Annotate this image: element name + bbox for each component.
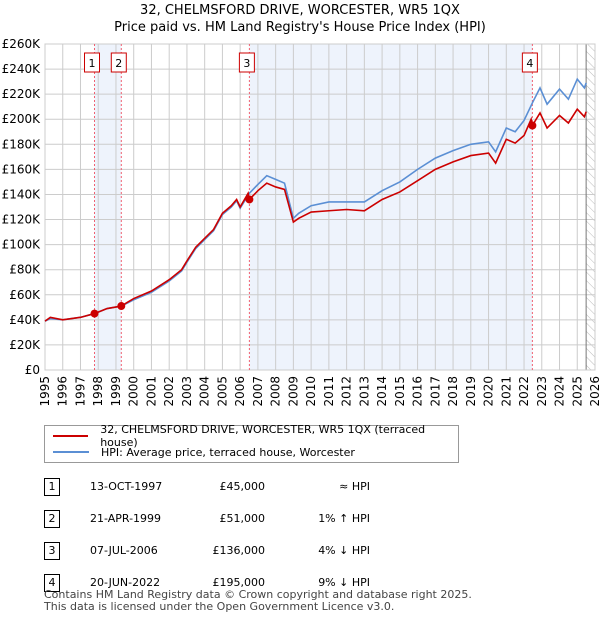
y-tick-label: £220K xyxy=(2,87,42,101)
y-tick-label: £60K xyxy=(9,288,41,302)
shaded-period xyxy=(94,44,122,370)
legend-swatch-hpi xyxy=(53,451,89,453)
sale-date: 07-JUL-2006 xyxy=(90,544,158,557)
x-tick-label: 2008 xyxy=(269,376,283,407)
x-tick-label: 1996 xyxy=(56,376,70,407)
sale-date: 20-JUN-2022 xyxy=(90,576,161,589)
x-tick-label: 1999 xyxy=(109,376,123,407)
price-chart: 1995 1996 1997 1998 1999 2000 2001 2002 2003 2004… xyxy=(2,37,600,407)
sale-label-number: 1 xyxy=(89,57,96,70)
sale-number: 2 xyxy=(44,510,60,528)
y-tick-label: £40K xyxy=(9,313,41,327)
sales-table-row: 3 07-JUL-2006 £136,000 4% ↓ HPI xyxy=(0,542,600,562)
x-tick-label: 2010 xyxy=(304,376,318,407)
plot-frame xyxy=(44,43,596,371)
sale-hpi-relation: 4% ↓ HPI xyxy=(318,544,370,557)
y-tick-label: £140K xyxy=(2,187,42,201)
sale-price: £136,000 xyxy=(212,544,266,557)
legend-label-price: 32, CHELMSFORD DRIVE, WORCESTER, WR5 1QX… xyxy=(100,423,426,449)
sales-table-row: 1 13-OCT-1997 £45,000 ≈ HPI xyxy=(0,478,600,498)
chart-title: 32, CHELMSFORD DRIVE, WORCESTER, WR5 1QX xyxy=(140,3,460,18)
y-tick-label: £260K xyxy=(2,37,42,51)
x-tick-label: 2025 xyxy=(570,376,584,407)
sale-date: 21-APR-1999 xyxy=(90,512,162,525)
x-tick-label: 2024 xyxy=(553,376,567,407)
y-tick-label: £200K xyxy=(2,112,42,126)
y-tick-label: £100K xyxy=(2,238,42,252)
x-tick-label: 2011 xyxy=(322,376,336,407)
x-tick-label: 1997 xyxy=(73,376,87,407)
x-tick-label: 2021 xyxy=(499,376,513,407)
x-tick-label: 2023 xyxy=(535,376,549,407)
sale-hpi-relation: ≈ HPI xyxy=(339,480,370,493)
legend-label-hpi: HPI: Average price, terraced house, Worc… xyxy=(101,445,355,459)
legend: 32, CHELMSFORD DRIVE, WORCESTER, WR5 1QX… xyxy=(44,423,459,463)
x-tick-label: 2000 xyxy=(127,376,141,407)
future-hatch xyxy=(586,44,595,370)
legend-item-hpi: HPI: Average price, terraced house, Worc… xyxy=(53,444,355,460)
x-tick-label: 1998 xyxy=(91,376,105,407)
sales-table-row: 2 21-APR-1999 £51,000 1% ↑ HPI xyxy=(0,510,600,530)
x-tick-label: 2005 xyxy=(215,376,229,407)
x-tick-label: 2019 xyxy=(464,376,478,407)
x-tick-label: 2020 xyxy=(482,376,496,407)
sale-number: 1 xyxy=(44,478,60,496)
footer: Contains HM Land Registry data © Crown c… xyxy=(44,589,472,613)
x-tick-label: 2014 xyxy=(375,376,389,407)
x-tick-label: 2004 xyxy=(198,376,212,407)
sale-date: 13-OCT-1997 xyxy=(90,480,163,493)
sale-price: £45,000 xyxy=(219,480,266,493)
x-tick-label: 2007 xyxy=(251,376,265,407)
sale-point xyxy=(90,309,99,318)
sale-label-box xyxy=(238,52,255,73)
x-tick-label: 2003 xyxy=(180,376,194,407)
x-tick-label: 2009 xyxy=(286,376,300,407)
legend-swatch-price xyxy=(53,435,89,437)
sale-label-number: 2 xyxy=(115,57,122,70)
sale-price: £195,000 xyxy=(212,576,266,589)
sale-label-box xyxy=(84,52,100,73)
sale-price: £51,000 xyxy=(219,512,266,525)
y-tick-label: £120K xyxy=(2,213,42,227)
sale-label-box xyxy=(110,52,127,73)
x-tick-label: 2018 xyxy=(446,376,460,407)
x-tick-label: 2022 xyxy=(517,376,531,407)
y-tick-label: £160K xyxy=(2,162,42,176)
x-tick-label: 2015 xyxy=(393,376,407,407)
x-tick-label: 2001 xyxy=(144,376,158,407)
chart-subtitle: Price paid vs. HM Land Registry's House … xyxy=(114,20,486,35)
y-tick-label: £180K xyxy=(2,137,42,151)
x-tick-label: 2017 xyxy=(428,376,442,407)
sale-number: 3 xyxy=(44,542,60,560)
sale-point xyxy=(117,302,126,311)
sale-point xyxy=(528,121,537,130)
x-tick-label: 2016 xyxy=(411,376,425,407)
hpi-line xyxy=(44,77,587,322)
sale-point xyxy=(245,195,254,204)
sale-number: 4 xyxy=(44,574,60,592)
x-tick-label: 2026 xyxy=(588,376,600,407)
sale-label-number: 3 xyxy=(243,57,250,70)
footer-copyright: Contains HM Land Registry data © Crown c… xyxy=(44,588,472,601)
sale-label-number: 4 xyxy=(526,57,533,70)
shaded-period xyxy=(249,44,533,370)
footer-licence: This data is licensed under the Open Gov… xyxy=(44,600,395,613)
sale-label-box xyxy=(521,52,538,73)
x-tick-label: 2002 xyxy=(162,376,176,407)
y-tick-label: £0 xyxy=(25,363,40,377)
x-tick-label: 1995 xyxy=(38,376,52,407)
sale-hpi-relation: 9% ↓ HPI xyxy=(318,576,370,589)
sales-table-row: 4 20-JUN-2022 £195,000 9% ↓ HPI xyxy=(0,574,600,594)
x-tick-label: 2006 xyxy=(233,376,247,407)
legend-item-price: 32, CHELMSFORD DRIVE, WORCESTER, WR5 1QX… xyxy=(53,423,458,449)
x-tick-label: 2012 xyxy=(340,376,354,407)
sale-hpi-relation: 1% ↑ HPI xyxy=(318,512,370,525)
x-tick-label: 2013 xyxy=(357,376,371,407)
y-tick-label: £20K xyxy=(9,338,41,352)
y-tick-label: £240K xyxy=(2,62,42,76)
y-tick-label: £80K xyxy=(9,263,41,277)
